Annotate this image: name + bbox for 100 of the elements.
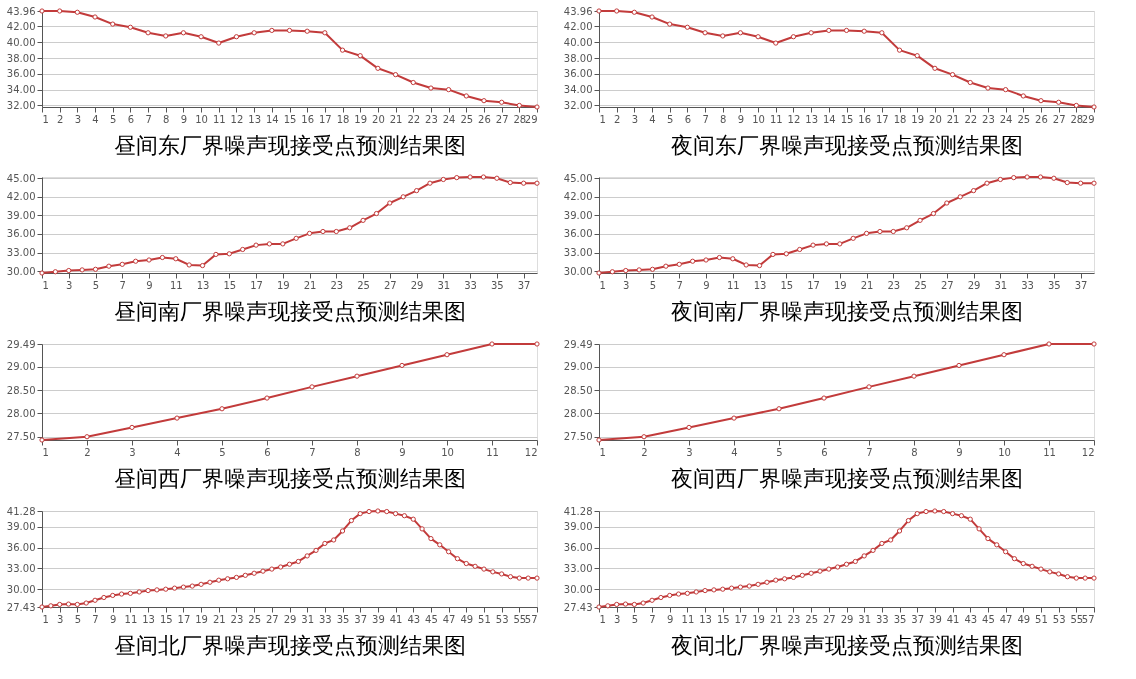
point xyxy=(663,263,669,269)
x-tick-label: 3 xyxy=(613,613,621,625)
y-tick-label: 30.00 xyxy=(6,583,36,595)
x-tick-label: 19 xyxy=(354,113,368,125)
x-tick-label: 23 xyxy=(425,113,438,125)
x-tick-label: 6 xyxy=(684,113,692,125)
point xyxy=(490,569,496,575)
x-tick-label: 23 xyxy=(230,613,244,625)
y-tick-label: 41.28 xyxy=(6,505,36,517)
point xyxy=(225,576,231,582)
y-tick-label: 29.00 xyxy=(6,361,36,373)
point xyxy=(932,65,938,71)
x-tick-label: 7 xyxy=(145,113,152,125)
x-tick-label: 7 xyxy=(702,113,709,125)
x-tick-label: 11 xyxy=(169,279,183,291)
x-tick-label: 51 xyxy=(478,613,491,625)
x-tick-label: 15 xyxy=(223,279,237,291)
x-tick-label: 26 xyxy=(1035,113,1048,125)
x-tick-label: 47 xyxy=(999,613,1013,625)
point xyxy=(347,225,353,231)
point xyxy=(686,424,692,431)
y-tick-label: 40.00 xyxy=(6,36,36,48)
point xyxy=(146,257,152,263)
x-tick-label: 57 xyxy=(524,613,538,625)
y-tick-label: 27.50 xyxy=(563,431,593,443)
point xyxy=(976,526,982,532)
point xyxy=(269,27,275,34)
point xyxy=(1037,174,1044,180)
point xyxy=(658,594,664,601)
x-tick-label: 15 xyxy=(283,113,297,125)
point xyxy=(481,98,487,104)
x-tick-label: 7 xyxy=(676,279,683,291)
point xyxy=(923,508,929,515)
point xyxy=(941,508,947,515)
x-tick-label: 51 xyxy=(1035,613,1048,625)
point xyxy=(649,266,656,272)
point xyxy=(1002,87,1009,93)
x-tick-label: 37 xyxy=(911,613,925,625)
point xyxy=(198,581,204,587)
y-tick-label: 27.43 xyxy=(6,601,36,613)
point xyxy=(631,9,637,15)
point xyxy=(499,99,505,105)
x-tick-label: 1 xyxy=(42,613,49,625)
point xyxy=(702,587,708,594)
x-tick-label: 15 xyxy=(840,113,854,125)
point xyxy=(667,592,673,599)
point xyxy=(1091,575,1097,581)
x-tick-label: 8 xyxy=(354,446,361,458)
x-tick-label: 27 xyxy=(383,279,397,291)
x-tick-label: 14 xyxy=(265,113,279,125)
x-tick-label: 37 xyxy=(1074,279,1088,291)
point xyxy=(480,174,487,180)
point xyxy=(843,27,850,34)
point xyxy=(1002,549,1009,555)
point xyxy=(463,560,469,567)
point xyxy=(127,590,134,596)
y-tick-label: 33.00 xyxy=(6,247,36,259)
point xyxy=(821,395,827,401)
text: 昼间东厂界噪声现接受点预测结果图 xyxy=(113,133,466,158)
x-tick-label: 9 xyxy=(667,613,674,625)
point xyxy=(693,589,699,595)
point xyxy=(118,591,125,597)
point xyxy=(949,72,956,78)
point xyxy=(295,558,301,565)
y-tick-label: 38.00 xyxy=(6,52,36,64)
x-tick-label: 15 xyxy=(780,279,794,291)
point xyxy=(1056,571,1062,577)
x-tick-label: 53 xyxy=(1052,613,1066,625)
x-tick-label: 14 xyxy=(822,113,836,125)
x-tick-label: 11 xyxy=(124,613,138,625)
x-tick-label: 8 xyxy=(163,113,170,125)
point xyxy=(440,176,446,183)
point xyxy=(676,261,682,267)
y-tick-label: 45.00 xyxy=(563,172,593,184)
point xyxy=(888,537,894,543)
x-tick-label: 5 xyxy=(74,613,82,625)
point xyxy=(199,262,206,269)
x-tick-label: 5 xyxy=(776,446,783,458)
point xyxy=(472,563,478,569)
point xyxy=(1078,180,1084,186)
point xyxy=(419,526,425,532)
y-tick-label: 36.00 xyxy=(6,542,36,554)
y-tick-label: 29.00 xyxy=(563,361,593,373)
point xyxy=(360,217,366,223)
x-tick-label: 17 xyxy=(250,279,263,291)
point xyxy=(755,581,761,587)
x-tick-label: 21 xyxy=(303,279,317,291)
point xyxy=(400,194,406,200)
y-tick-label: 38.00 xyxy=(563,52,593,64)
point xyxy=(605,603,611,609)
point xyxy=(401,513,408,519)
x-tick-label: 11 xyxy=(486,446,499,458)
point xyxy=(428,85,434,91)
x-tick-label: 35 xyxy=(336,613,350,625)
text: 夜间西厂界噪声现接受点预测结果图 xyxy=(670,466,1023,491)
point xyxy=(106,263,112,269)
point xyxy=(392,72,399,78)
point xyxy=(879,30,885,36)
point xyxy=(720,33,726,39)
x-tick-label: 6 xyxy=(127,113,135,125)
